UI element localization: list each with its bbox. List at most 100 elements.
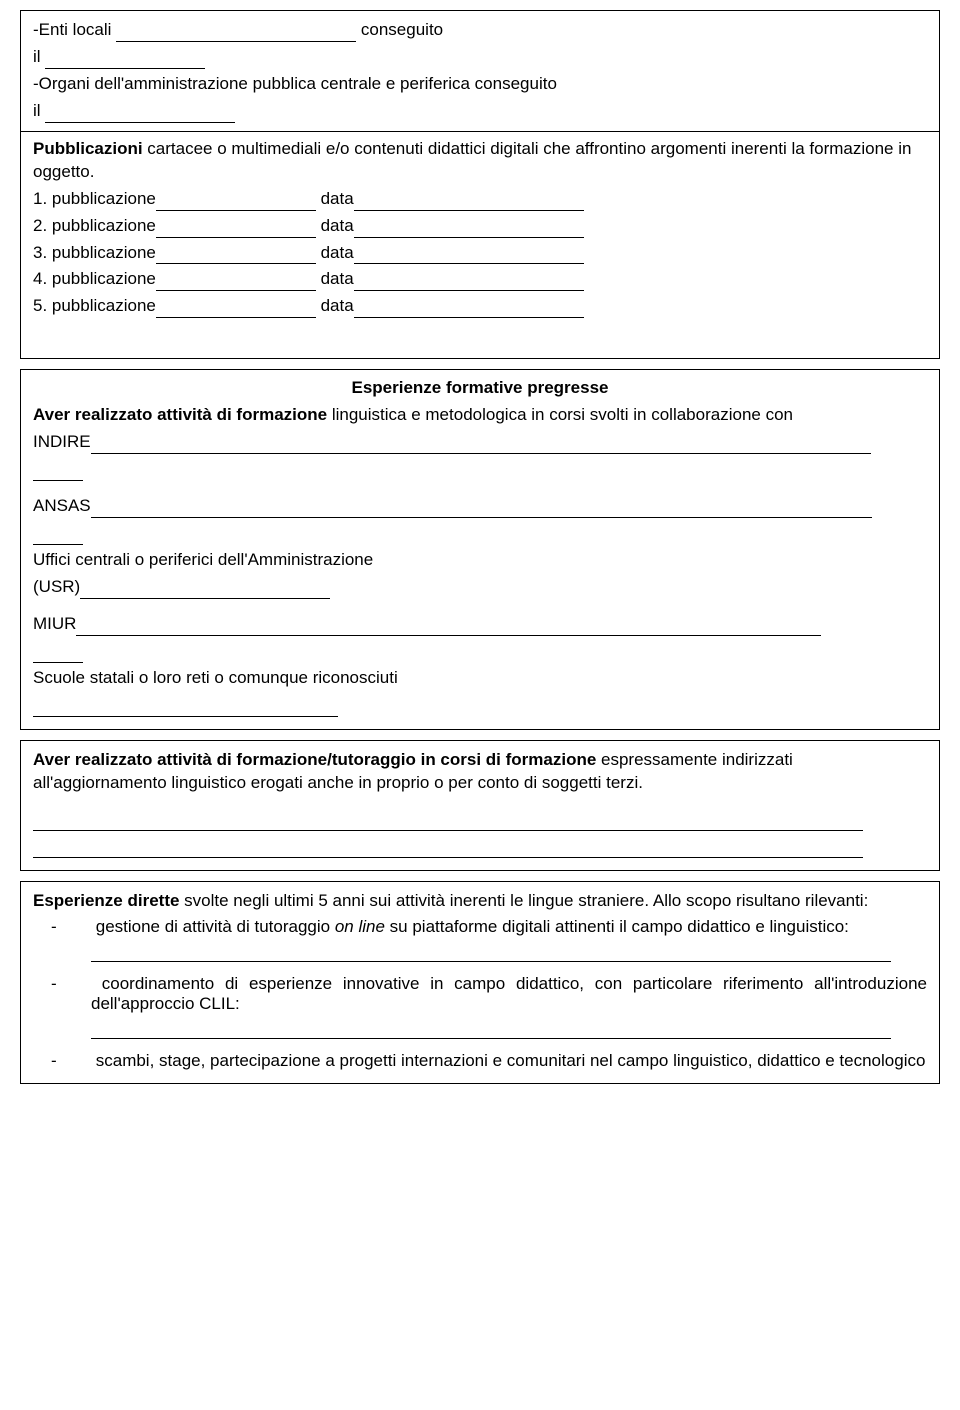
blank-line	[156, 219, 316, 238]
data-label: data	[316, 216, 354, 235]
il-line-1: il	[33, 46, 927, 69]
li1-a: gestione di attività di tutoraggio	[96, 917, 330, 936]
blank-line	[45, 104, 235, 123]
dirette-list: coordinamento di esperienze innovative i…	[33, 974, 927, 1039]
pub-label: 4. pubblicazione	[33, 269, 156, 288]
aver1-bold: Aver realizzato attività di formazione	[33, 405, 327, 424]
conseguito-label: conseguito	[361, 20, 443, 39]
enti-locali-line: -Enti locali conseguito	[33, 19, 927, 42]
pub-label: 5. pubblicazione	[33, 296, 156, 315]
pubblicazioni-heading: Pubblicazioni cartacee o multimediali e/…	[33, 138, 927, 184]
blank-line	[354, 273, 584, 292]
dirette-list: scambi, stage, partecipazione a progetti…	[33, 1051, 927, 1071]
short-line	[33, 522, 927, 545]
spacer	[33, 1043, 927, 1051]
aver1-rest: linguistica e metodologica in corsi svol…	[327, 405, 793, 424]
blank-line	[91, 499, 872, 518]
spacer	[33, 485, 927, 495]
box-esperienze-dirette: Esperienze dirette svolte negli ultimi 5…	[20, 881, 940, 1083]
dirette-list: gestione di attività di tutoraggio on li…	[33, 917, 927, 962]
dirette-intro: Esperienze dirette svolte negli ultimi 5…	[33, 890, 927, 913]
blank-line	[354, 300, 584, 319]
data-label: data	[316, 296, 354, 315]
ansas-line: ANSAS	[33, 495, 927, 518]
pubblicazioni-rest: cartacee o multimediali e/o contenuti di…	[33, 139, 911, 181]
pub-label: 3. pubblicazione	[33, 243, 156, 262]
blank-line	[45, 50, 205, 69]
indire-line: INDIRE	[33, 431, 927, 454]
blank-line	[116, 23, 356, 42]
dirette-bold: Esperienze dirette	[33, 891, 179, 910]
blank-line	[91, 943, 891, 962]
short-line	[33, 640, 927, 663]
divider	[21, 131, 939, 132]
blank-line	[354, 219, 584, 238]
tutoraggio-bold: Aver realizzato attività di formazione/t…	[33, 750, 596, 769]
spacer	[33, 966, 927, 974]
usr-label: (USR)	[33, 577, 80, 596]
uffici-label: Uffici centrali o periferici dell'Ammini…	[33, 550, 373, 569]
miur-line: MIUR	[33, 613, 927, 636]
blank-line	[33, 526, 83, 545]
blank-line	[33, 840, 863, 859]
enti-locali-label: -Enti locali	[33, 20, 111, 39]
blank-line	[33, 644, 83, 663]
blank-line	[33, 462, 83, 481]
pub-row: 2. pubblicazione data	[33, 215, 927, 238]
blank-line	[80, 580, 330, 599]
li2-text: coordinamento di esperienze innovative i…	[91, 974, 927, 1013]
list-item: gestione di attività di tutoraggio on li…	[71, 917, 927, 962]
scuole-label: Scuole statali o loro reti o comunque ri…	[33, 668, 398, 687]
pub-row: 4. pubblicazione data	[33, 268, 927, 291]
box-enti-pubblicazioni: -Enti locali conseguito il -Organi dell'…	[20, 10, 940, 359]
organi-label: -Organi dell'amministrazione pubblica ce…	[33, 74, 557, 93]
spacer	[33, 322, 927, 350]
blank-full-line	[33, 809, 927, 832]
blank-line	[33, 813, 863, 832]
pub-row: 1. pubblicazione data	[33, 188, 927, 211]
blank-line	[354, 192, 584, 211]
blank-line	[354, 246, 584, 265]
blank-line	[91, 436, 871, 455]
pub-label: 1. pubblicazione	[33, 189, 156, 208]
il-line-2: il	[33, 100, 927, 123]
spacer	[33, 799, 927, 809]
blank-line	[156, 246, 316, 265]
ansas-label: ANSAS	[33, 496, 91, 515]
esperienze-heading: Esperienze formative pregresse	[33, 378, 927, 398]
aver1-line: Aver realizzato attività di formazione l…	[33, 404, 927, 427]
il-label: il	[33, 47, 41, 66]
pub-row: 3. pubblicazione data	[33, 242, 927, 265]
blank-line	[156, 273, 316, 292]
blank-line	[91, 1020, 891, 1039]
list-item: scambi, stage, partecipazione a progetti…	[71, 1051, 927, 1071]
indire-label: INDIRE	[33, 432, 91, 451]
blank-line	[156, 192, 316, 211]
pub-row: 5. pubblicazione data	[33, 295, 927, 318]
il-label: il	[33, 101, 41, 120]
usr-line: (USR)	[33, 576, 927, 599]
li3-text: scambi, stage, partecipazione a progetti…	[96, 1051, 926, 1070]
dirette-rest: svolte negli ultimi 5 anni sui attività …	[179, 891, 868, 910]
blank-full-line	[33, 835, 927, 858]
data-label: data	[316, 189, 354, 208]
organi-line: -Organi dell'amministrazione pubblica ce…	[33, 73, 927, 96]
blank-line	[156, 300, 316, 319]
blank-line	[76, 617, 821, 636]
short-line	[33, 458, 927, 481]
box-tutoraggio: Aver realizzato attività di formazione/t…	[20, 740, 940, 872]
spacer	[33, 603, 927, 613]
long-line	[33, 694, 927, 717]
li1-italic: on line	[330, 917, 385, 936]
data-label: data	[316, 269, 354, 288]
pub-label: 2. pubblicazione	[33, 216, 156, 235]
box-esperienze-formative: Esperienze formative pregresse Aver real…	[20, 369, 940, 729]
data-label: data	[316, 243, 354, 262]
uffici-line: Uffici centrali o periferici dell'Ammini…	[33, 549, 927, 572]
pubblicazioni-bold: Pubblicazioni	[33, 139, 143, 158]
tutoraggio-text: Aver realizzato attività di formazione/t…	[33, 749, 927, 795]
li1-b: su piattaforme digitali attinenti il cam…	[385, 917, 849, 936]
list-item: coordinamento di esperienze innovative i…	[71, 974, 927, 1039]
miur-label: MIUR	[33, 614, 76, 633]
blank-line	[33, 698, 338, 717]
